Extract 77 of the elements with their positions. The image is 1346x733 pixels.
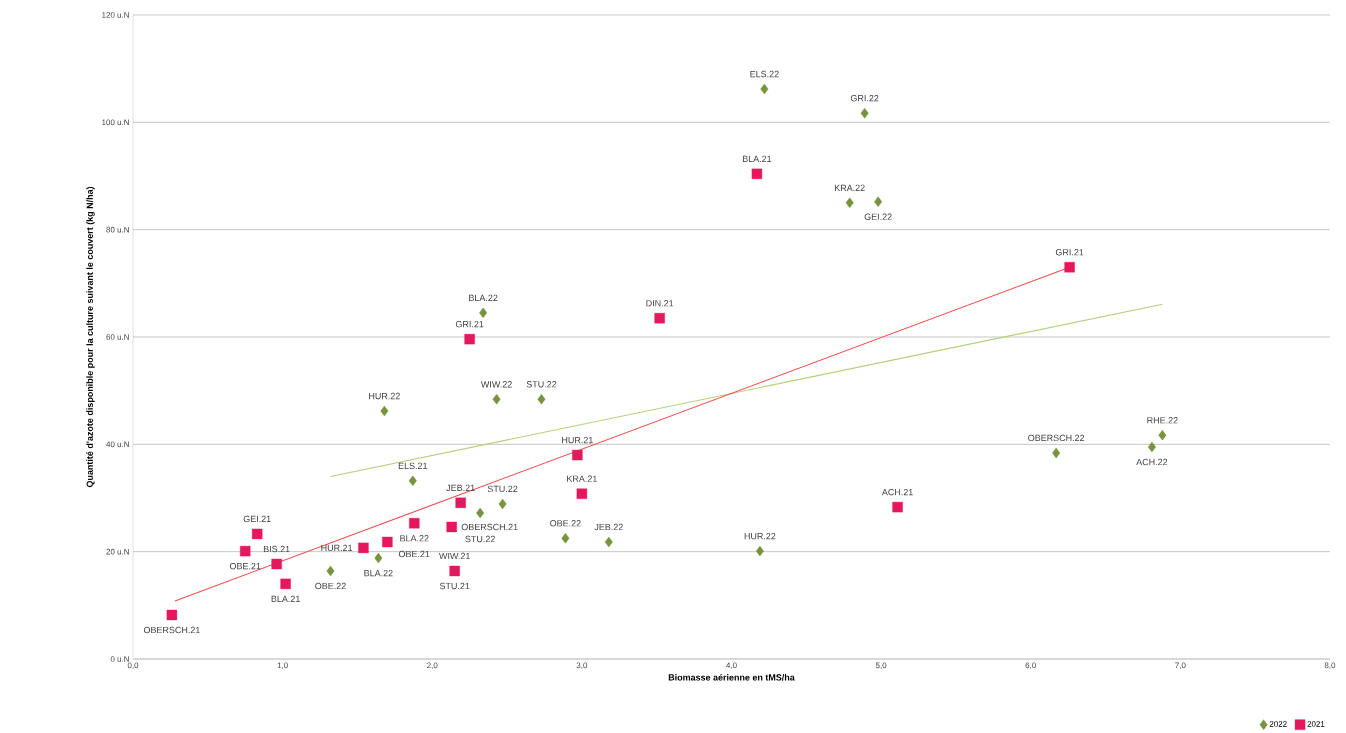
point [760, 83, 769, 95]
point [280, 578, 291, 590]
annotation: GRI.21 [1055, 249, 1084, 256]
annotation: OBE.21 [398, 550, 430, 558]
point [892, 501, 903, 513]
point [446, 521, 457, 533]
annotation: HUR.21 [562, 436, 593, 444]
annotation: STU.22 [487, 485, 518, 493]
annotation: GRI.21 [455, 320, 484, 328]
point [479, 307, 488, 319]
annotation: BLA.22 [364, 569, 393, 577]
annotation: STU.22 [526, 381, 557, 388]
point [874, 196, 883, 207]
annotation: ACH.22 [1136, 458, 1168, 466]
annotation: OBE.22 [550, 520, 581, 527]
point [860, 107, 869, 119]
annotation: OBE.22 [315, 582, 346, 590]
point [240, 545, 251, 557]
annotation: BLA.22 [400, 535, 429, 542]
point [374, 552, 383, 564]
point [449, 565, 460, 577]
annotation: HUR.22 [744, 532, 776, 540]
point [464, 333, 475, 345]
annotation: KRA.21 [567, 475, 597, 482]
point [492, 394, 501, 405]
annotation: BLA.22 [469, 294, 498, 301]
point [1052, 447, 1061, 459]
point [380, 405, 389, 417]
point [358, 542, 369, 554]
point [271, 558, 282, 570]
annotation: OBE.21 [229, 562, 261, 570]
annotation: KRA.22 [834, 184, 865, 191]
point [1158, 430, 1167, 441]
annotation: GEI.22 [864, 213, 892, 220]
annotation: OBERSCH.21 [143, 626, 200, 634]
annotation: JEB.21 [446, 484, 475, 491]
annotation: HUR.21 [321, 544, 353, 552]
annotation: DIN.21 [646, 300, 674, 307]
point [455, 497, 466, 509]
annotation: GRI.22 [850, 95, 879, 102]
point [408, 475, 417, 487]
annotation: BIS.21 [263, 545, 290, 553]
annotation: BLA.21 [271, 595, 300, 602]
x-axis-title: Biomasse aérienne en tMS/ha [668, 673, 795, 681]
annotation: RHE.22 [1147, 417, 1178, 424]
point [382, 536, 393, 548]
point [1064, 262, 1075, 273]
point [326, 565, 335, 577]
annotation: WIW.21 [439, 552, 470, 560]
point [1147, 441, 1156, 453]
point [654, 313, 665, 324]
annotation: STU.22 [465, 535, 495, 543]
point [166, 609, 178, 621]
point [537, 394, 546, 405]
annotation: OBERSCH.22 [1028, 434, 1085, 442]
annotation: WIW.22 [480, 381, 512, 388]
annotation: ELS.21 [398, 462, 428, 469]
point [572, 449, 583, 461]
point [755, 545, 764, 557]
point [576, 488, 588, 499]
annotation: HUR.22 [369, 392, 400, 400]
y-axis-title: Quantité d'azote disponible pour la culture suivant le couvert (kg N/ha) [86, 186, 95, 488]
point [561, 533, 570, 544]
point [604, 536, 613, 548]
annotation: ACH.21 [881, 488, 913, 496]
annotation: GEI.21 [243, 515, 271, 523]
point [845, 197, 854, 209]
annotation: ELS.22 [750, 70, 779, 78]
point [476, 507, 485, 519]
point [251, 528, 263, 540]
annotation: JEB.22 [594, 523, 623, 531]
point [409, 518, 420, 529]
annotation: OBERSCH.21 [461, 523, 518, 531]
point [751, 168, 763, 180]
annotation: STU.21 [439, 582, 470, 590]
annotation: BLA.21 [742, 155, 772, 162]
point [498, 498, 507, 510]
